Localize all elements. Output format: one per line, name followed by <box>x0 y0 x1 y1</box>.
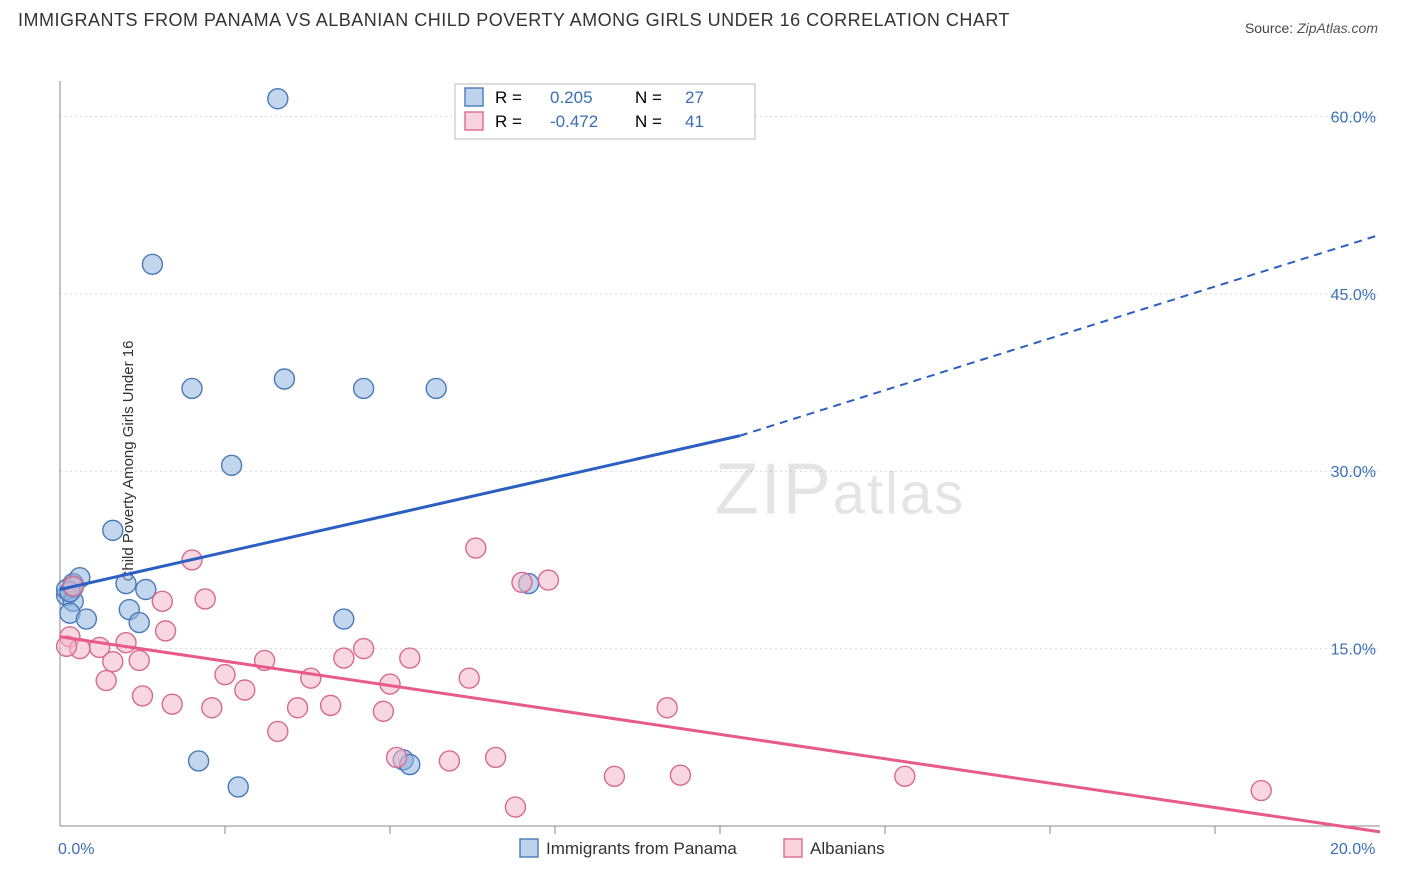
data-point <box>354 639 374 659</box>
data-point <box>301 668 321 688</box>
y-tick-label: 30.0% <box>1331 464 1376 481</box>
data-point <box>657 698 677 718</box>
data-point <box>1251 781 1271 801</box>
legend-series-label: Albanians <box>810 839 885 858</box>
data-point <box>334 648 354 668</box>
data-point <box>195 589 215 609</box>
data-point <box>321 695 341 715</box>
data-point <box>142 254 162 274</box>
data-point <box>288 698 308 718</box>
scatter-chart: 15.0% 30.0% 45.0% 60.0% 0.0% 20.0% ZIPatlas R =… <box>0 36 1406 886</box>
trend-line <box>60 436 740 590</box>
data-point <box>162 694 182 714</box>
legend-swatch <box>465 112 483 130</box>
data-point <box>103 520 123 540</box>
data-point <box>400 648 420 668</box>
data-point <box>268 721 288 741</box>
y-tick-label: 60.0% <box>1331 109 1376 126</box>
legend-swatch <box>520 839 538 857</box>
legend-n-value: 27 <box>685 88 704 107</box>
legend-n-label: N = <box>635 88 662 107</box>
data-point <box>156 621 176 641</box>
data-point <box>459 668 479 688</box>
data-point <box>387 747 407 767</box>
data-point <box>96 671 116 691</box>
data-point <box>182 378 202 398</box>
y-tick-label: 15.0% <box>1331 642 1376 659</box>
data-point <box>129 613 149 633</box>
data-point <box>439 751 459 771</box>
data-point <box>133 686 153 706</box>
data-point <box>373 701 393 721</box>
data-point <box>189 751 209 771</box>
data-point <box>222 455 242 475</box>
legend-r-label: R = <box>495 112 522 131</box>
data-point <box>215 665 235 685</box>
data-point <box>426 378 446 398</box>
legend-swatch <box>784 839 802 857</box>
data-point <box>268 89 288 109</box>
data-point <box>334 609 354 629</box>
x-end-label: 20.0% <box>1330 841 1375 858</box>
data-point <box>235 680 255 700</box>
data-point <box>76 609 96 629</box>
plot-area: Child Poverty Among Girls Under 16 15.0%… <box>0 36 1406 886</box>
data-point <box>505 797 525 817</box>
data-point <box>512 572 532 592</box>
data-point <box>228 777 248 797</box>
legend-r-label: R = <box>495 88 522 107</box>
trend-line <box>60 637 1380 832</box>
legend-series-label: Immigrants from Panama <box>546 839 737 858</box>
chart-title: IMMIGRANTS FROM PANAMA VS ALBANIAN CHILD… <box>18 10 1010 31</box>
y-tick-label: 45.0% <box>1331 287 1376 304</box>
data-point <box>129 650 149 670</box>
data-point <box>466 538 486 558</box>
data-point <box>152 591 172 611</box>
trend-line-extrapolated <box>740 235 1380 436</box>
data-point <box>538 570 558 590</box>
data-point <box>354 378 374 398</box>
data-point <box>274 369 294 389</box>
legend-n-value: 41 <box>685 112 704 131</box>
source-credit: Source: ZipAtlas.com <box>1245 20 1378 36</box>
data-point <box>895 766 915 786</box>
legend-swatch <box>465 88 483 106</box>
x-origin-label: 0.0% <box>58 841 94 858</box>
source-prefix: Source: <box>1245 20 1297 36</box>
data-point <box>486 747 506 767</box>
source-name: ZipAtlas.com <box>1297 20 1378 36</box>
data-point <box>604 766 624 786</box>
legend-n-label: N = <box>635 112 662 131</box>
data-point <box>116 633 136 653</box>
legend-r-value: -0.472 <box>550 112 598 131</box>
legend-r-value: 0.205 <box>550 88 593 107</box>
data-point <box>202 698 222 718</box>
data-point <box>670 765 690 785</box>
data-point <box>103 652 123 672</box>
watermark: ZIPatlas <box>715 450 966 530</box>
